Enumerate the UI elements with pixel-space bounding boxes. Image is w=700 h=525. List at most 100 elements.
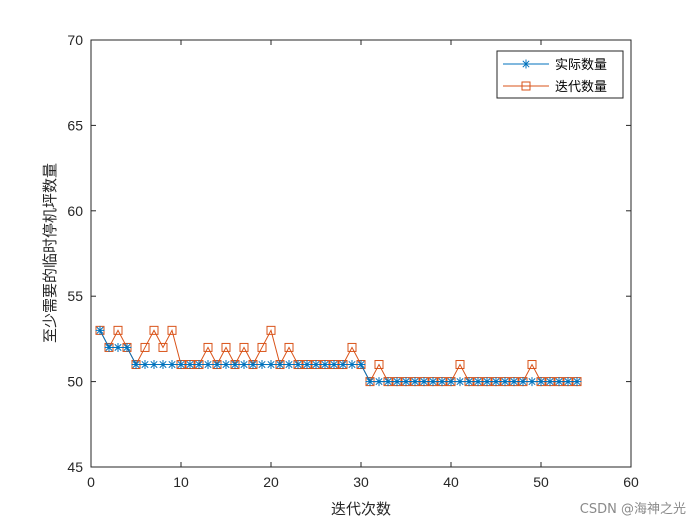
data-point (302, 360, 312, 370)
marker-stroke (384, 378, 392, 386)
data-point (167, 360, 177, 370)
x-tick-label: 60 (623, 474, 639, 490)
marker-stroke (357, 360, 365, 369)
marker-stroke (168, 360, 176, 369)
data-point (203, 342, 213, 352)
x-tick-label: 0 (87, 474, 95, 490)
marker-stroke (375, 378, 383, 386)
data-point (392, 377, 402, 387)
data-point (185, 360, 195, 370)
data-point (374, 360, 384, 370)
data-point (401, 377, 411, 387)
data-point (230, 360, 240, 370)
data-point (284, 342, 294, 352)
data-point (464, 377, 474, 387)
data-point (149, 325, 159, 335)
marker-stroke (393, 378, 401, 386)
data-point (158, 360, 168, 370)
marker-stroke (339, 360, 347, 369)
data-point (194, 360, 204, 370)
data-point (365, 377, 375, 387)
marker-stroke (555, 378, 563, 386)
data-point (473, 377, 483, 387)
data-point (563, 377, 573, 387)
marker-stroke (510, 378, 518, 386)
marker-stroke (564, 378, 572, 386)
marker-stroke (213, 360, 221, 369)
marker-stroke (96, 326, 104, 334)
y-tick-label: 55 (67, 288, 83, 304)
data-point (131, 360, 141, 370)
marker-stroke (366, 378, 374, 386)
marker-stroke (438, 378, 446, 386)
plot-frame (90, 39, 632, 468)
marker-stroke (348, 360, 356, 369)
marker-stroke (186, 360, 194, 369)
data-point (293, 360, 303, 370)
data-point (221, 360, 231, 370)
x-tick-label: 50 (533, 474, 549, 490)
y-tick-label: 45 (67, 459, 83, 475)
marker-stroke (474, 378, 482, 386)
marker-stroke (303, 360, 311, 369)
marker-stroke (249, 360, 257, 369)
legend-label: 实际数量 (555, 58, 607, 73)
axes: 0 10 20 30 40 50 60 45 50 55 60 65 70 (67, 32, 639, 490)
data-point (167, 325, 177, 335)
data-point (509, 377, 519, 387)
data-point (428, 377, 438, 387)
marker-stroke (312, 360, 320, 369)
marker-stroke (330, 360, 338, 369)
data-point (356, 360, 366, 370)
data-point (329, 360, 339, 370)
marker-stroke (240, 360, 248, 369)
data-point (248, 360, 258, 370)
data-point (446, 377, 456, 387)
data-point (203, 360, 213, 370)
x-tick-label: 40 (443, 474, 459, 490)
data-point (518, 377, 528, 387)
y-tick-label: 50 (67, 374, 83, 390)
data-point (266, 360, 276, 370)
data-point (500, 377, 510, 387)
legend-marker (521, 59, 531, 69)
data-point (140, 360, 150, 370)
data-point (122, 342, 132, 352)
data-point (455, 377, 465, 387)
marker-stroke (285, 360, 293, 369)
marker-stroke (105, 343, 113, 351)
data-point (437, 377, 447, 387)
marker-stroke (150, 360, 158, 369)
data-point (383, 377, 393, 387)
marker-stroke (114, 343, 122, 351)
data-point (113, 325, 123, 335)
data-point (455, 360, 465, 370)
marker-stroke (528, 378, 536, 386)
marker-stroke (195, 360, 203, 369)
marker-stroke (267, 360, 275, 369)
legend-box (496, 50, 624, 99)
marker-stroke (429, 378, 437, 386)
data-point (527, 360, 537, 370)
data-point (554, 377, 564, 387)
data-point (338, 360, 348, 370)
data-point (239, 360, 249, 370)
data-point (113, 342, 123, 352)
marker-stroke (402, 378, 410, 386)
marker-stroke (123, 343, 131, 351)
marker-stroke (321, 360, 329, 369)
data-point (176, 360, 186, 370)
data-point (374, 377, 384, 387)
data-point (275, 360, 285, 370)
data-point (347, 360, 357, 370)
data-point (536, 377, 546, 387)
y-tick-label: 60 (67, 203, 83, 219)
data-point (257, 360, 267, 370)
marker-stroke (159, 360, 167, 369)
marker-stroke (294, 360, 302, 369)
marker-stroke (132, 360, 140, 369)
marker-stroke (501, 378, 509, 386)
marker-stroke (456, 378, 464, 386)
marker-stroke (483, 378, 491, 386)
